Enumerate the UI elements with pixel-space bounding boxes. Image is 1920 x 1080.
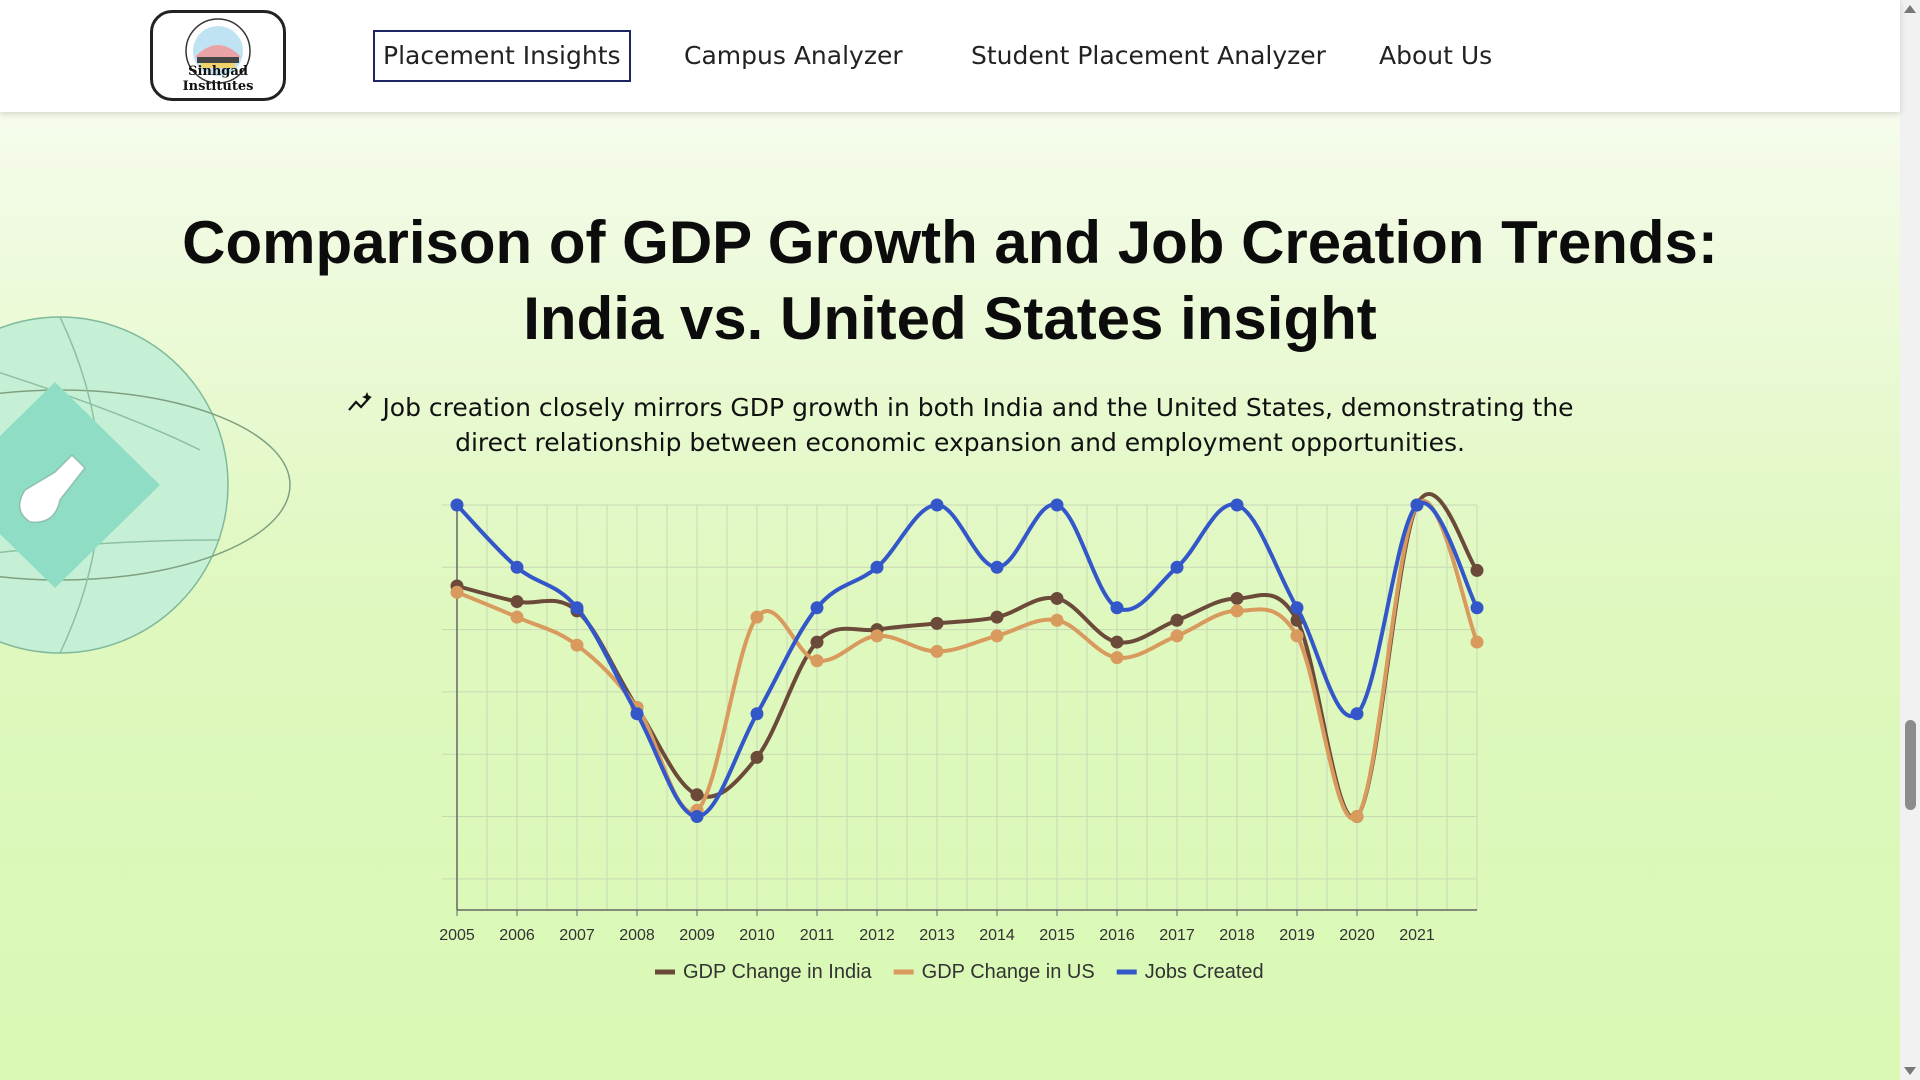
data-point-us	[1110, 651, 1124, 665]
data-point-jobs	[1050, 498, 1064, 512]
x-tick-label: 2021	[1399, 927, 1435, 944]
scroll-up-arrow-icon[interactable]	[1904, 5, 1916, 13]
data-point-jobs	[1290, 601, 1304, 615]
insight-line2: direct relationship between economic exp…	[455, 428, 1465, 457]
section-title: Comparison of GDP Growth and Job Creatio…	[150, 205, 1750, 357]
data-point-india	[810, 635, 824, 649]
page-scrollbar[interactable]	[1900, 0, 1920, 1080]
sinhgad-logo[interactable]: Sinhgad Institutes	[150, 10, 286, 101]
x-tick-label: 2013	[919, 927, 955, 944]
data-point-india	[1050, 591, 1064, 605]
scroll-thumb[interactable]	[1905, 720, 1916, 810]
data-point-india	[750, 750, 764, 764]
legend-label-india: GDP Change in India	[683, 961, 873, 983]
section-title-line2: India vs. United States insight	[523, 285, 1377, 352]
x-tick-label: 2005	[439, 927, 475, 944]
data-point-jobs	[930, 498, 944, 512]
insight-line1: Job creation closely mirrors GDP growth …	[382, 393, 1574, 422]
data-point-jobs	[750, 707, 764, 721]
legend-label-us: GDP Change in US	[922, 961, 1095, 983]
x-tick-label: 2014	[979, 927, 1015, 944]
x-tick-label: 2009	[679, 927, 715, 944]
data-point-india	[930, 616, 944, 630]
navbar: Sinhgad Institutes Placement Insights Ca…	[0, 0, 1900, 112]
x-tick-label: 2010	[739, 927, 775, 944]
x-tick-label: 2017	[1159, 927, 1195, 944]
data-point-us	[810, 654, 824, 668]
data-point-jobs	[570, 601, 584, 615]
logo-emblem-icon	[185, 18, 251, 83]
legend-label-jobs: Jobs Created	[1145, 961, 1264, 983]
nav-about-us[interactable]: About Us	[1379, 41, 1493, 70]
data-point-jobs	[1230, 498, 1244, 512]
data-point-jobs	[450, 498, 464, 512]
data-point-india	[690, 788, 704, 802]
data-point-us	[870, 629, 884, 643]
data-point-us	[450, 585, 464, 599]
x-tick-label: 2016	[1099, 927, 1135, 944]
data-point-india	[510, 595, 524, 609]
data-point-jobs	[1170, 560, 1184, 574]
data-point-us	[750, 610, 764, 624]
data-point-us	[930, 644, 944, 658]
data-point-jobs	[990, 560, 1004, 574]
logo-text: Sinhgad Institutes	[182, 64, 254, 94]
gdp-jobs-line-chart: 2005 2006 2007 2008 2009 2010 2011 2012 2013 2014…	[439, 492, 1484, 983]
insight-text: Job creation closely mirrors GDP growth …	[330, 390, 1590, 460]
data-point-jobs	[1350, 707, 1364, 721]
nav-student-placement-analyzer[interactable]: Student Placement Analyzer	[971, 41, 1326, 70]
data-point-us	[1290, 629, 1304, 643]
data-point-us	[1050, 613, 1064, 627]
x-tick-label: 2006	[499, 927, 535, 944]
x-tick-label: 2007	[559, 927, 595, 944]
scroll-down-arrow-icon[interactable]	[1904, 1067, 1916, 1075]
trend-sparkle-icon	[348, 392, 373, 411]
section-title-line1: Comparison of GDP Growth and Job Creatio…	[182, 209, 1718, 276]
data-point-jobs	[1110, 601, 1124, 615]
data-point-jobs	[870, 560, 884, 574]
nav-campus-analyzer[interactable]: Campus Analyzer	[684, 41, 903, 70]
data-point-us	[1470, 635, 1484, 649]
data-point-us	[1170, 629, 1184, 643]
x-tick-label: 2019	[1279, 927, 1315, 944]
data-point-jobs	[810, 601, 824, 615]
data-point-jobs	[690, 810, 704, 824]
data-point-us	[510, 610, 524, 624]
x-tick-label: 2018	[1219, 927, 1255, 944]
data-point-india	[1170, 613, 1184, 627]
data-point-us	[1350, 810, 1364, 824]
nav-placement-insights[interactable]: Placement Insights	[373, 30, 631, 82]
x-tick-label: 2015	[1039, 927, 1075, 944]
data-point-india	[1470, 563, 1484, 577]
data-point-jobs	[1470, 601, 1484, 615]
data-point-us	[570, 638, 584, 652]
x-tick-label: 2011	[800, 927, 835, 944]
x-tick-label: 2008	[619, 927, 655, 944]
x-tick-label: 2012	[859, 927, 895, 944]
x-tick-label: 2020	[1339, 927, 1375, 944]
data-point-india	[1230, 591, 1244, 605]
data-point-india	[1110, 635, 1124, 649]
data-point-jobs	[510, 560, 524, 574]
data-point-jobs	[630, 707, 644, 721]
data-point-india	[990, 610, 1004, 624]
globe-decoration-icon	[0, 316, 291, 654]
data-point-us	[990, 629, 1004, 643]
data-point-us	[1230, 604, 1244, 618]
data-point-jobs	[1410, 498, 1424, 512]
